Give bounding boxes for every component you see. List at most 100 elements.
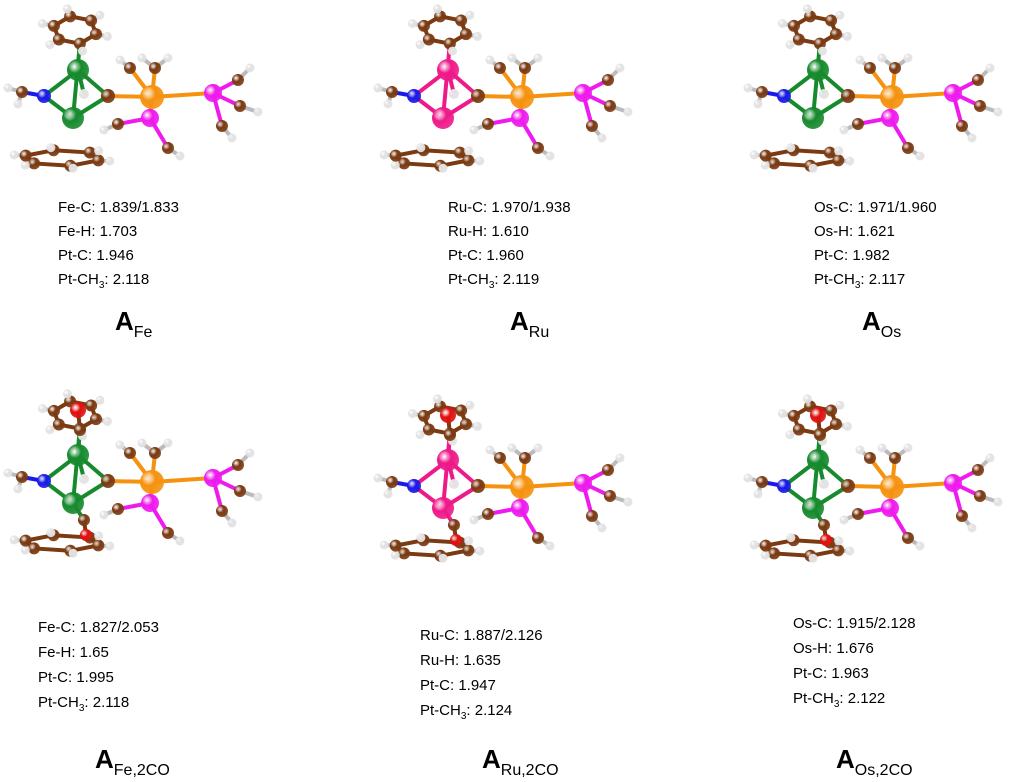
bond-length: Fe-C: 1.827/2.053 <box>38 619 159 636</box>
atom <box>227 518 237 528</box>
atom <box>786 143 796 153</box>
atom <box>615 453 625 463</box>
subscript: 3 <box>79 703 85 714</box>
atom <box>415 40 425 50</box>
atom <box>472 421 482 431</box>
atom <box>163 438 173 448</box>
bond <box>773 551 811 558</box>
atom <box>432 497 454 519</box>
atom <box>845 546 855 556</box>
atom <box>422 33 435 46</box>
bond-length: Ru-H: 1.635 <box>420 652 501 669</box>
atom <box>175 151 185 161</box>
label-main: A <box>115 306 134 336</box>
atom <box>455 404 468 417</box>
atom <box>842 31 852 41</box>
atom <box>753 489 763 499</box>
bond <box>33 161 71 168</box>
atom <box>112 118 124 130</box>
atom <box>511 499 529 517</box>
subscript: 3 <box>489 280 495 291</box>
atom <box>79 89 89 99</box>
atom <box>881 109 899 127</box>
atom <box>615 63 625 73</box>
atom <box>85 399 98 412</box>
atom <box>835 400 845 410</box>
bond-length: Ru-C: 1.887/2.126 <box>420 627 543 644</box>
atom <box>810 407 826 423</box>
atom <box>137 53 147 63</box>
atom <box>455 14 468 27</box>
bond-value: : 2.117 <box>860 271 905 288</box>
label-subscript: Fe,2CO <box>114 762 170 779</box>
atom <box>532 532 544 544</box>
atom <box>777 479 791 493</box>
atom <box>974 490 986 502</box>
molecule <box>743 394 1003 563</box>
bond-length: Ru-H: 1.610 <box>448 223 529 240</box>
atom <box>62 107 84 129</box>
atom <box>460 28 473 41</box>
atom <box>438 553 448 563</box>
atom <box>845 156 855 166</box>
atom <box>83 146 96 159</box>
atom <box>137 438 147 448</box>
atom <box>835 10 845 20</box>
atom <box>386 476 398 488</box>
molecule <box>373 4 633 173</box>
atom <box>47 404 60 417</box>
atom <box>450 534 462 546</box>
atom <box>956 120 968 132</box>
atom <box>141 494 159 512</box>
molecule <box>743 4 1003 173</box>
atom <box>944 474 962 492</box>
atom <box>101 89 115 103</box>
bond-value: : 2.124 <box>466 702 512 719</box>
bond-value: : 2.122 <box>839 690 885 707</box>
atom <box>792 33 805 46</box>
atom <box>818 519 830 531</box>
bond-value: : 2.118 <box>84 694 129 711</box>
atom <box>46 528 56 538</box>
atom <box>778 409 788 419</box>
structure-label: ARu,2CO <box>482 744 559 779</box>
atom <box>398 547 411 560</box>
atom <box>753 99 763 109</box>
atom <box>852 508 864 520</box>
bond-length: Pt-C: 1.995 <box>38 669 114 686</box>
subscript: 3 <box>855 280 861 291</box>
atom <box>759 539 772 552</box>
atom <box>105 541 115 551</box>
atom <box>760 160 770 170</box>
label-subscript: Os,2CO <box>855 762 913 779</box>
atom <box>38 19 48 29</box>
atom <box>141 109 159 127</box>
atom <box>232 459 244 471</box>
atom <box>432 394 442 404</box>
bond-length: Pt-CH3: 2.119 <box>448 271 539 291</box>
atom <box>52 33 65 46</box>
atom <box>825 404 838 417</box>
atom <box>830 28 843 41</box>
bond-label: Pt-CH <box>793 690 834 707</box>
atom <box>162 527 174 539</box>
atom <box>234 100 246 112</box>
atom <box>511 109 529 127</box>
captions: Fe-C: 1.839/1.833 Fe-H: 1.703 Pt-C: 1.946 P… <box>38 199 937 779</box>
label-main: A <box>95 744 114 774</box>
atom <box>787 409 800 422</box>
atom <box>597 523 607 533</box>
atom <box>855 55 865 65</box>
bond-label: Pt-CH <box>448 271 489 288</box>
atom <box>507 53 517 63</box>
structure-label: AFe,2CO <box>95 744 170 779</box>
atom <box>604 490 616 502</box>
atom <box>67 59 89 81</box>
atom <box>485 55 495 65</box>
bond-label: Pt-CH <box>420 702 461 719</box>
atom <box>743 473 753 483</box>
atom <box>749 540 759 550</box>
atom <box>967 523 977 533</box>
atom <box>67 444 89 466</box>
atom <box>204 469 222 487</box>
